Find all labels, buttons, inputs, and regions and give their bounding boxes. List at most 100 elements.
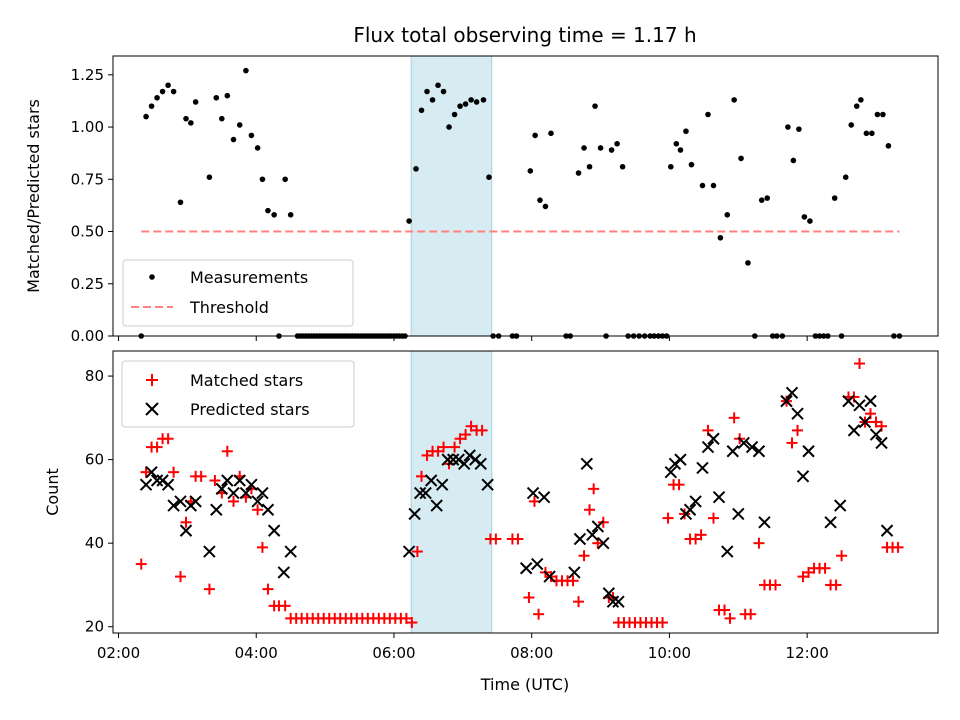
measurement-point: [731, 97, 737, 103]
measurement-point: [717, 234, 724, 241]
matched-stars-point: [449, 441, 461, 453]
measurement-point: [673, 140, 680, 147]
top-axes-frame: [112, 55, 939, 337]
predicted-stars-point: [864, 394, 877, 408]
x-tick-label: 02:00: [97, 644, 140, 662]
measurement-point: [429, 97, 436, 103]
matched-stars-point: [151, 441, 163, 453]
measurement-point: [597, 145, 604, 151]
measurement-point: [259, 176, 266, 183]
measurement-point: [183, 115, 189, 122]
matched-stars-point: [140, 466, 152, 478]
measurement-point: [581, 145, 587, 151]
measurement-point: [243, 67, 249, 74]
measurement-point: [451, 111, 458, 118]
y-tick-label: 40: [85, 534, 104, 552]
measurement-point: [869, 130, 875, 137]
matched-stars-point: [490, 533, 502, 545]
predicted-stars-point: [408, 507, 421, 521]
matched-stars-point: [279, 600, 291, 612]
predicted-stars-point: [586, 528, 599, 542]
matched-stars-point: [578, 550, 590, 562]
predicted-stars-point: [674, 453, 687, 466]
predicted-stars-point: [251, 495, 264, 508]
measurement-point: [785, 124, 791, 130]
predicted-stars-point: [597, 536, 610, 550]
matched-stars-point: [708, 512, 720, 524]
measurement-point: [532, 132, 538, 139]
measurement-point: [265, 207, 271, 214]
measurement-point: [705, 111, 711, 118]
legend-measurements-marker: [149, 274, 155, 280]
measurement-point: [537, 197, 543, 203]
y-tick-label: 20: [85, 618, 104, 636]
predicted-stars-point: [858, 415, 872, 429]
measurement-point: [608, 147, 615, 153]
measurement-point: [457, 103, 463, 109]
matched-stars-point: [411, 546, 423, 558]
predicted-stars-point: [277, 566, 290, 579]
x-tick-label: 06:00: [372, 644, 415, 662]
matched-stars-point: [476, 424, 488, 436]
measurement-point: [796, 126, 802, 132]
bottom-axis-ticks: 02:00 04:00 06:00 08:00 10:00 12:00 20 40 60 80: [85, 367, 829, 662]
y-tick-label: 1.00: [71, 118, 104, 136]
matched-stars-point: [819, 562, 831, 574]
predicted-stars-point: [174, 495, 187, 508]
measurement-point: [724, 212, 731, 218]
predicted-stars-point: [796, 470, 810, 483]
matched-stars-point: [400, 612, 412, 624]
measurement-point: [230, 136, 237, 143]
predicted-stars-point: [780, 394, 793, 408]
legend-threshold-label: Threshold: [189, 298, 269, 317]
measurement-point: [842, 174, 849, 180]
matched-stars-point: [588, 483, 600, 495]
matched-stars-point: [256, 541, 268, 553]
matched-stars-point: [528, 495, 540, 507]
measurement-point: [177, 199, 184, 206]
measurement-point: [148, 103, 155, 109]
top-axis-ticks: 0.00 0.25 0.50 0.75 1.00 1.25: [71, 66, 808, 345]
predicted-stars-point: [145, 465, 158, 479]
measurement-point: [699, 182, 706, 189]
predicted-stars-point: [853, 399, 866, 412]
y-tick-label: 0.75: [71, 170, 104, 188]
predicted-stars-point: [543, 570, 556, 583]
matched-stars-point: [162, 433, 174, 445]
top-y-axis-label: Matched/Predicted stars: [24, 99, 43, 293]
y-tick-label: 0.25: [71, 275, 104, 293]
measurement-point: [801, 214, 808, 220]
predicted-stars-point: [689, 495, 702, 508]
measurement-point: [790, 157, 797, 164]
predicted-stars-point: [239, 486, 253, 500]
measurement-point: [424, 88, 430, 95]
measurement-point: [188, 120, 194, 126]
predicted-stars-point: [430, 499, 443, 512]
measurement-point: [848, 122, 855, 128]
measurement-point: [592, 103, 598, 109]
matched-stars-point: [662, 512, 674, 524]
measurement-point: [287, 212, 294, 218]
measurement-point: [282, 176, 288, 183]
x-tick-label: 04:00: [235, 644, 278, 662]
predicted-stars-point: [606, 595, 620, 608]
predicted-stars-point: [284, 545, 297, 558]
bottom-y-axis-label: Count: [43, 468, 62, 516]
predicted-stars-point: [233, 474, 246, 487]
matched-stars-point: [853, 358, 865, 370]
predicted-stars-point: [880, 524, 894, 537]
predicted-stars-point: [785, 386, 799, 399]
measurement-point: [159, 88, 166, 95]
matched-stars-point: [416, 470, 428, 482]
matched-stars-point: [797, 571, 809, 583]
predicted-stars-point: [402, 545, 416, 558]
predicted-stars-point: [869, 428, 883, 441]
measurement-point: [858, 97, 864, 103]
measurement-point: [435, 82, 441, 89]
predicted-stars-point: [802, 445, 815, 458]
matched-stars-point: [695, 529, 707, 541]
matched-stars-point: [180, 516, 192, 528]
measurement-point: [406, 218, 412, 224]
legend-predicted-marker: [145, 402, 159, 416]
x-tick-label: 12:00: [786, 644, 829, 662]
